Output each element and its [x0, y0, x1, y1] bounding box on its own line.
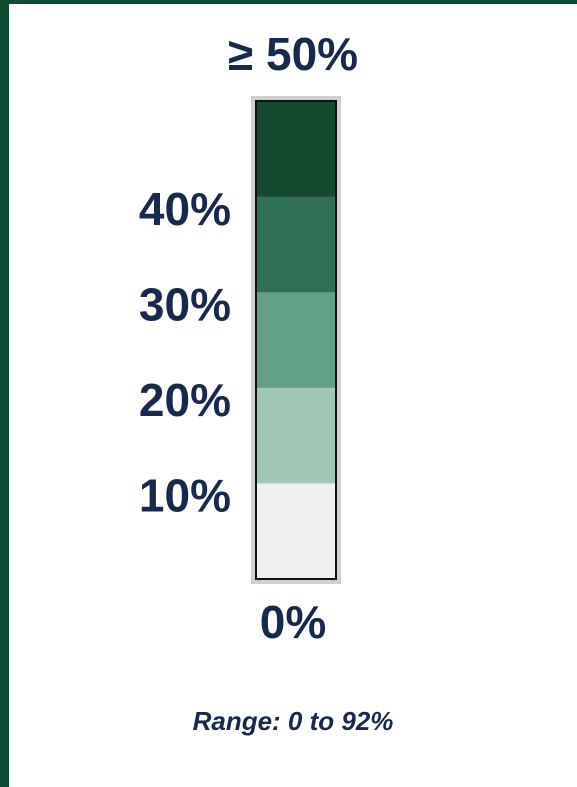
range-note: Range: 0 to 92%	[193, 706, 394, 736]
scale-label: 40%	[139, 183, 231, 235]
bar-outline	[255, 100, 337, 580]
color-segment	[256, 387, 336, 484]
color-segment	[256, 101, 336, 198]
color-segment	[256, 483, 336, 580]
top-border	[0, 0, 577, 4]
color-bar	[251, 96, 341, 584]
scale-label: 20%	[139, 374, 231, 426]
scale-label: 30%	[139, 278, 231, 330]
bottom-label: 0%	[260, 596, 326, 648]
color-segment	[256, 196, 336, 293]
top-label: ≥ 50%	[228, 28, 358, 80]
left-border	[0, 0, 9, 787]
color-segment	[256, 292, 336, 389]
scale-label: 10%	[139, 470, 231, 522]
bar-shadow	[251, 96, 341, 584]
